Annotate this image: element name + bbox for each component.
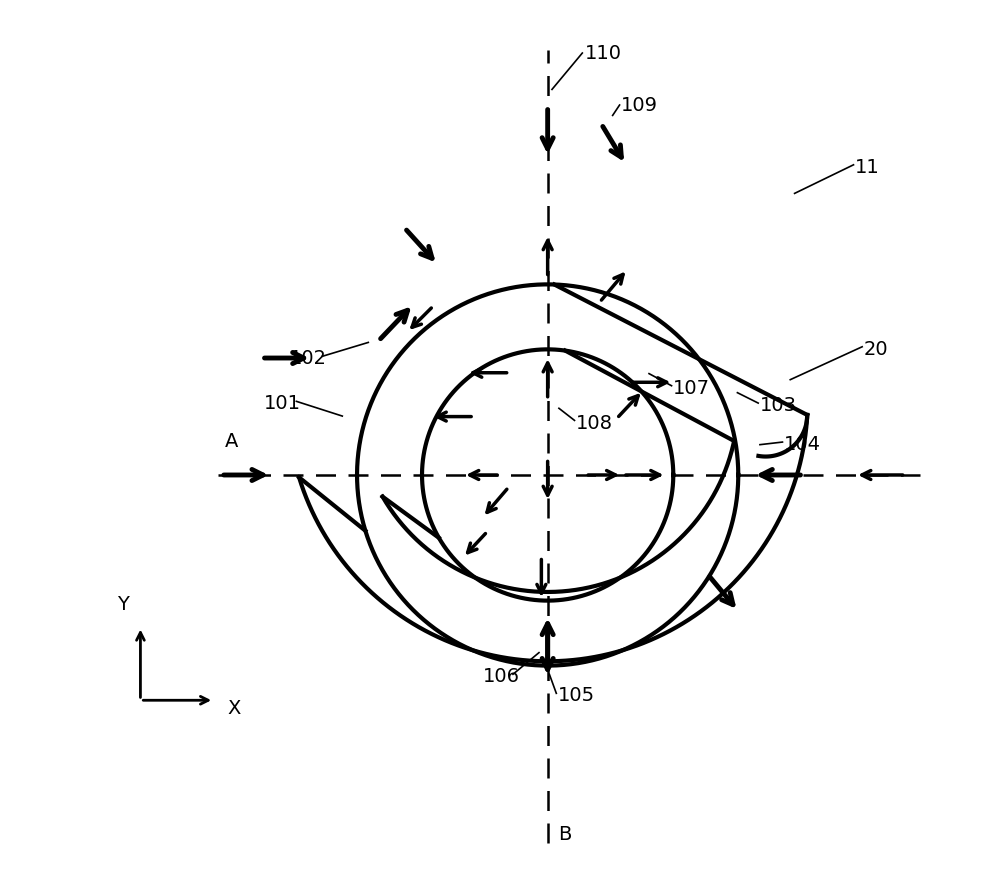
Text: 101: 101 bbox=[264, 393, 301, 412]
Text: 109: 109 bbox=[621, 96, 658, 114]
Text: 11: 11 bbox=[855, 158, 880, 177]
Text: 106: 106 bbox=[483, 667, 520, 686]
Text: 110: 110 bbox=[585, 44, 622, 63]
Text: 108: 108 bbox=[576, 413, 613, 433]
Text: 20: 20 bbox=[864, 340, 889, 359]
Text: X: X bbox=[227, 699, 240, 719]
Text: A: A bbox=[224, 432, 238, 451]
Text: Y: Y bbox=[117, 595, 129, 614]
Text: B: B bbox=[558, 825, 571, 844]
Text: 104: 104 bbox=[784, 435, 821, 454]
Text: 102: 102 bbox=[290, 349, 327, 367]
Text: 107: 107 bbox=[673, 378, 710, 398]
Text: 105: 105 bbox=[558, 686, 595, 705]
Text: 103: 103 bbox=[760, 396, 797, 415]
